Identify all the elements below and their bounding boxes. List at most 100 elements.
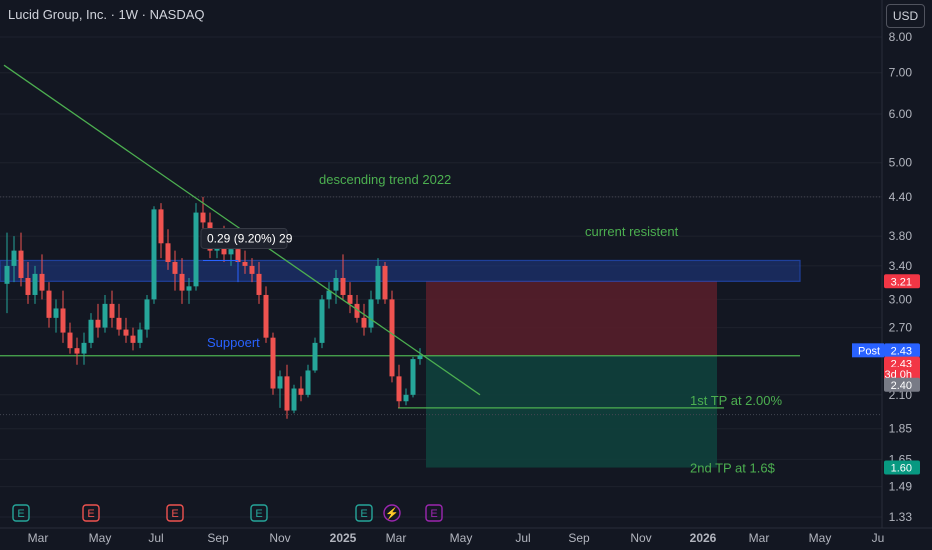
candle-body[interactable] (81, 342, 87, 354)
event-marker[interactable] (12, 504, 30, 522)
candle-body[interactable] (354, 303, 360, 318)
price-label-box (884, 377, 920, 392)
candle-body[interactable] (326, 290, 332, 300)
x-tick-label: Mar (749, 531, 770, 545)
event-marker[interactable] (425, 504, 443, 522)
y-tick-label: 3.80 (889, 229, 913, 243)
candle-body[interactable] (291, 388, 297, 411)
event-label: E (360, 508, 367, 520)
candle-body[interactable] (403, 394, 409, 402)
post-label-box (852, 343, 884, 358)
event-marker[interactable] (355, 504, 373, 522)
candle-body[interactable] (137, 329, 143, 343)
resistance-zone[interactable] (0, 259, 801, 282)
candle-body[interactable] (382, 265, 388, 300)
candle-body[interactable] (298, 388, 304, 395)
candle-body[interactable] (410, 359, 416, 395)
candle-body[interactable] (186, 286, 192, 291)
candle-body[interactable] (200, 212, 206, 223)
annotation-text[interactable]: Suppoert (207, 335, 260, 350)
candle-body[interactable] (228, 249, 234, 255)
candle-body[interactable] (263, 294, 269, 338)
take-profit-zone[interactable] (426, 355, 717, 468)
candle-body[interactable] (165, 243, 171, 263)
price-label-box (884, 274, 920, 289)
candle-body[interactable] (116, 317, 122, 330)
candle-body[interactable] (53, 308, 59, 318)
candle-body[interactable] (25, 277, 31, 295)
candle-body[interactable] (74, 348, 80, 354)
x-tick-label: Jul (148, 531, 163, 545)
candle-body[interactable] (277, 376, 283, 389)
x-tick-label: Sep (207, 531, 229, 545)
candle-body[interactable] (368, 299, 374, 328)
event-label: E (171, 508, 178, 520)
candle-body[interactable] (319, 299, 325, 343)
candle-body[interactable] (60, 308, 66, 333)
event-marker[interactable] (82, 504, 100, 522)
candle-body[interactable] (312, 342, 318, 371)
event-marker[interactable] (250, 504, 268, 522)
y-tick-label: 3.00 (889, 292, 913, 306)
candle-body[interactable] (4, 265, 10, 284)
y-tick-label: 1.49 (889, 480, 913, 494)
candle-body[interactable] (340, 277, 346, 295)
x-tick-label: 2025 (330, 531, 357, 545)
candle-body[interactable] (151, 209, 157, 300)
candle-body[interactable] (32, 273, 38, 295)
price-label-box (884, 460, 920, 475)
candle-body[interactable] (95, 319, 101, 328)
annotation-text[interactable]: 2nd TP at 1.6$ (690, 461, 776, 476)
candle-body[interactable] (67, 332, 73, 349)
candle-body[interactable] (389, 299, 395, 377)
y-tick-label: 8.00 (889, 30, 913, 44)
candle-body[interactable] (130, 335, 136, 343)
candle-body[interactable] (375, 265, 381, 300)
candle-body[interactable] (284, 376, 290, 411)
candle-body[interactable] (256, 273, 262, 295)
annotation-text[interactable]: descending trend 2022 (319, 172, 451, 187)
x-tick-label: May (89, 531, 112, 545)
y-tick-label: 5.00 (889, 156, 913, 170)
symbol-title: Lucid Group, Inc. · 1W · NASDAQ (8, 7, 205, 22)
candle-body[interactable] (18, 250, 24, 278)
candle-body[interactable] (361, 317, 367, 328)
currency-button[interactable]: USD (886, 4, 925, 28)
annotation-text[interactable]: current resistent (585, 224, 679, 239)
candle-body[interactable] (249, 265, 255, 274)
candle-body[interactable] (46, 290, 52, 318)
event-marker[interactable] (383, 504, 401, 522)
candle-body[interactable] (235, 249, 241, 263)
y-tick-label: 7.00 (889, 66, 913, 80)
x-tick-label: 2026 (690, 531, 717, 545)
price-label: 1.60 (891, 463, 912, 475)
candle-body[interactable] (144, 299, 150, 330)
candle-body[interactable] (347, 294, 353, 304)
candle-body[interactable] (172, 262, 178, 274)
candle-body[interactable] (242, 262, 248, 266)
annotation-text[interactable]: 1st TP at 2.00% (690, 393, 782, 408)
candle-body[interactable] (417, 355, 423, 360)
candle-body[interactable] (11, 250, 17, 266)
candle-body[interactable] (193, 212, 199, 287)
event-label: E (17, 508, 24, 520)
event-marker[interactable] (166, 504, 184, 522)
x-tick-label: Mar (386, 531, 407, 545)
stop-loss-zone[interactable] (426, 281, 717, 356)
y-tick-label: 3.40 (889, 259, 913, 273)
candle-body[interactable] (39, 273, 45, 291)
candle-body[interactable] (109, 303, 115, 318)
candle-body[interactable] (123, 329, 129, 336)
candle-body[interactable] (305, 370, 311, 395)
candle-body[interactable] (158, 209, 164, 244)
candle-body[interactable] (270, 337, 276, 389)
candle-body[interactable] (396, 376, 402, 402)
candle-body[interactable] (102, 303, 108, 328)
candle-body[interactable] (88, 319, 94, 343)
measure-label: 0.29 (9.20%) 29 (207, 231, 293, 245)
y-tick-label: 1.85 (889, 422, 913, 436)
candle-body[interactable] (333, 277, 339, 291)
candle-body[interactable] (179, 273, 185, 291)
